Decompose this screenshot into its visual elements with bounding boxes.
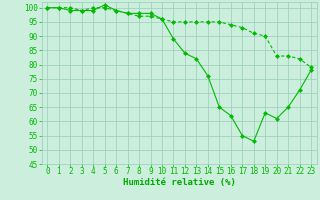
X-axis label: Humidité relative (%): Humidité relative (%) — [123, 178, 236, 187]
